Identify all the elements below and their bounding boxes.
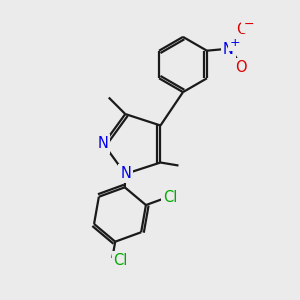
Text: +: + [230,36,240,49]
Text: Cl: Cl [114,253,128,268]
Text: N: N [120,167,131,182]
Text: Cl: Cl [163,190,177,206]
Text: O: O [236,22,248,37]
Text: N: N [223,42,234,57]
Text: O: O [235,60,246,75]
Text: N: N [98,136,108,152]
Text: −: − [243,18,254,31]
